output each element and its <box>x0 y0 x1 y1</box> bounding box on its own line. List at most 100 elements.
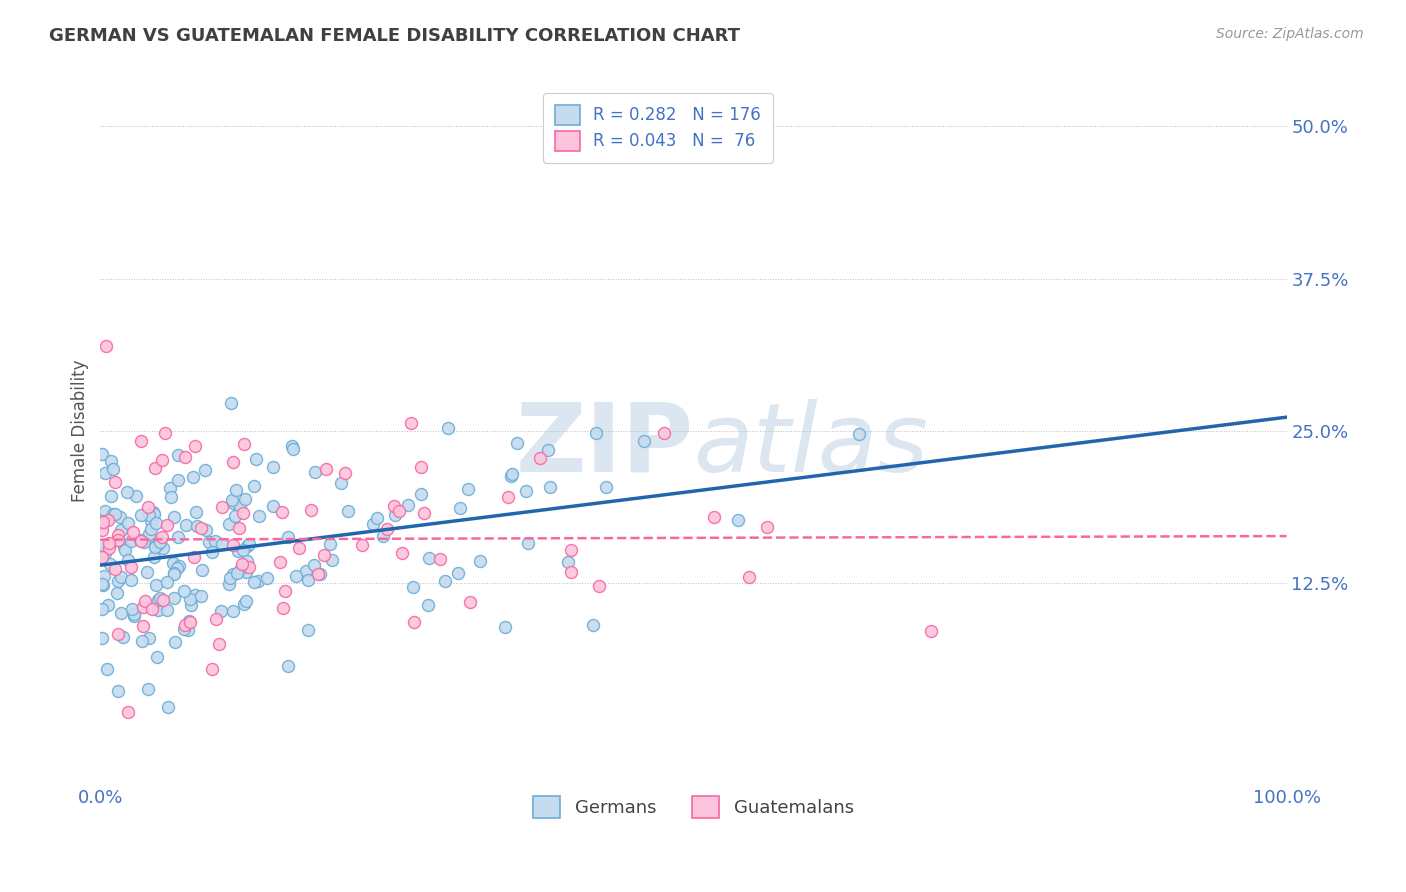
Point <box>314 548 336 562</box>
Point <box>184 588 207 602</box>
Point <box>219 571 242 585</box>
Point <box>288 541 311 556</box>
Point <box>557 555 579 569</box>
Point <box>401 580 423 594</box>
Point <box>142 507 165 521</box>
Point <box>232 542 254 557</box>
Point <box>247 574 270 589</box>
Point <box>93 568 115 582</box>
Point <box>100 490 122 504</box>
Point <box>920 624 942 638</box>
Point <box>470 554 492 568</box>
Point <box>179 592 201 607</box>
Point <box>201 545 224 559</box>
Point <box>184 439 207 453</box>
Point <box>271 600 294 615</box>
Point <box>496 490 519 504</box>
Point <box>93 578 115 592</box>
Point <box>129 533 152 548</box>
Point <box>277 530 299 544</box>
Point <box>107 574 129 589</box>
Point <box>104 562 127 576</box>
Point <box>166 448 188 462</box>
Point <box>98 536 121 550</box>
Point <box>271 504 294 518</box>
Point <box>145 516 167 530</box>
Point <box>585 425 607 440</box>
Point <box>703 510 725 524</box>
Point <box>136 681 159 696</box>
Point <box>191 563 214 577</box>
Point <box>100 454 122 468</box>
Point <box>148 602 170 616</box>
Point <box>315 462 337 476</box>
Point <box>156 603 179 617</box>
Point <box>125 488 148 502</box>
Point <box>104 475 127 489</box>
Y-axis label: Female Disability: Female Disability <box>72 359 89 502</box>
Point <box>277 659 299 673</box>
Point <box>582 618 605 632</box>
Point <box>183 470 205 484</box>
Point <box>107 533 129 547</box>
Point <box>321 553 343 567</box>
Point <box>384 508 406 522</box>
Point <box>201 662 224 676</box>
Point <box>107 533 129 547</box>
Point <box>242 575 264 590</box>
Point <box>146 650 169 665</box>
Point <box>412 507 434 521</box>
Point <box>228 520 250 534</box>
Point <box>256 571 278 585</box>
Point <box>190 521 212 535</box>
Point <box>91 447 114 461</box>
Point <box>112 630 135 644</box>
Point <box>150 530 173 544</box>
Point <box>90 631 112 645</box>
Point <box>149 535 172 549</box>
Point <box>153 425 176 440</box>
Point <box>183 550 205 565</box>
Point <box>232 507 254 521</box>
Text: atlas: atlas <box>693 399 928 491</box>
Point <box>117 552 139 566</box>
Point <box>105 586 128 600</box>
Point <box>107 528 129 542</box>
Point <box>143 461 166 475</box>
Point <box>402 615 425 629</box>
Point <box>221 493 243 508</box>
Point <box>112 540 135 554</box>
Point <box>132 535 155 549</box>
Point <box>382 499 405 513</box>
Point <box>179 615 201 629</box>
Point <box>166 561 188 575</box>
Point <box>457 483 479 497</box>
Point <box>167 558 190 573</box>
Point <box>231 557 253 571</box>
Point <box>90 538 112 552</box>
Point <box>139 522 162 536</box>
Point <box>98 558 121 572</box>
Point <box>756 520 779 534</box>
Point <box>104 508 127 522</box>
Text: Source: ZipAtlas.com: Source: ZipAtlas.com <box>1216 27 1364 41</box>
Point <box>152 541 174 555</box>
Point <box>122 524 145 539</box>
Point <box>138 508 160 522</box>
Point <box>97 513 120 527</box>
Point <box>595 480 617 494</box>
Point <box>143 549 166 564</box>
Point <box>515 483 537 498</box>
Point <box>173 618 195 632</box>
Point <box>128 533 150 548</box>
Point <box>221 604 243 618</box>
Point <box>224 509 246 524</box>
Point <box>90 549 112 564</box>
Point <box>186 504 208 518</box>
Point <box>131 633 153 648</box>
Point <box>235 594 257 608</box>
Point <box>110 607 132 621</box>
Point <box>375 523 398 537</box>
Point <box>142 505 165 519</box>
Point <box>233 436 256 450</box>
